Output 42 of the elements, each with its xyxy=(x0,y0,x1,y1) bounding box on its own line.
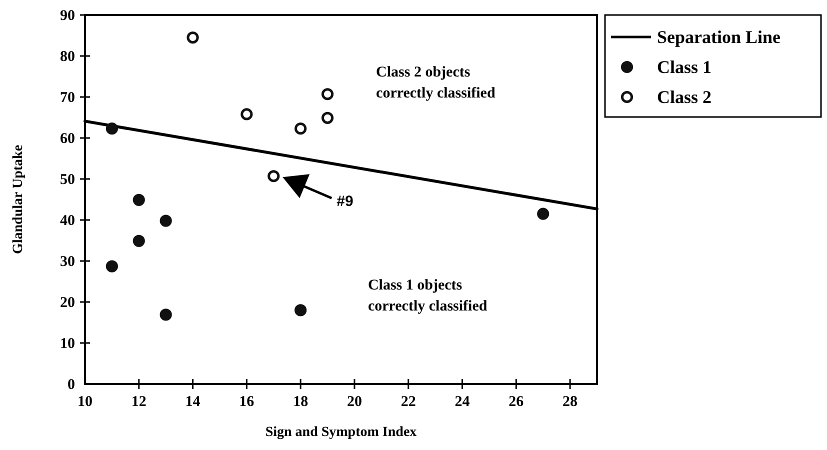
y-tick-label: 0 xyxy=(68,377,75,393)
x-tick-label: 24 xyxy=(454,394,470,410)
point xyxy=(160,214,172,227)
annotation: #9 xyxy=(336,193,354,210)
point xyxy=(132,194,145,206)
y-tick-label: 80 xyxy=(60,49,75,65)
annotation: Class 1 objects correctly classified xyxy=(368,278,488,315)
x-axis-title: Sign and Symptom Index xyxy=(265,425,417,440)
point xyxy=(186,32,199,44)
x-tick-label: 16 xyxy=(239,394,255,410)
x-tick-label: 18 xyxy=(293,394,308,410)
x-tick-label: 22 xyxy=(400,394,416,410)
y-tick-label: 90 xyxy=(60,8,75,24)
x-tick-label: 12 xyxy=(131,394,146,410)
x-tick-label: 10 xyxy=(78,394,92,410)
point xyxy=(160,308,172,321)
y-tick-label: 20 xyxy=(60,295,75,311)
y-tick-label: 50 xyxy=(60,172,75,188)
x-tick-label: 14 xyxy=(185,394,201,410)
y-tick-label: 40 xyxy=(60,213,75,229)
point xyxy=(537,208,550,220)
y-tick-label: 30 xyxy=(60,254,75,270)
legend-label: Class 2 xyxy=(657,87,712,107)
point xyxy=(240,108,253,120)
y-tick-label: 10 xyxy=(60,336,75,352)
annotation: Class 2 objects correctly classified xyxy=(376,64,496,102)
x-tick-label: 20 xyxy=(346,394,362,410)
y-tick-label: 70 xyxy=(60,90,75,106)
point xyxy=(132,234,145,247)
point xyxy=(294,304,307,316)
point xyxy=(106,122,118,135)
point xyxy=(321,112,334,124)
point xyxy=(106,260,118,272)
y-tick-label: 60 xyxy=(60,131,75,147)
legend-label: Class 1 xyxy=(657,57,712,77)
y-axis-title: Glandular Uptake xyxy=(11,144,26,254)
point xyxy=(268,170,280,182)
x-tick-label: 28 xyxy=(562,394,578,410)
legend-label: Separation Line xyxy=(657,27,781,47)
point xyxy=(294,122,307,135)
x-tick-label: 26 xyxy=(508,394,524,410)
point xyxy=(321,88,334,100)
